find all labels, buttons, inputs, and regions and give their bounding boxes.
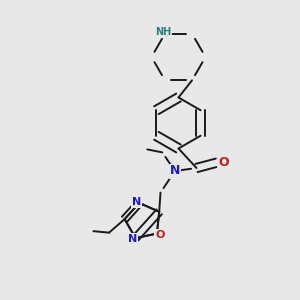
Text: N: N	[170, 164, 180, 178]
Text: N: N	[132, 197, 141, 207]
Text: O: O	[218, 156, 229, 169]
Text: O: O	[155, 230, 165, 240]
Text: N: N	[128, 234, 137, 244]
Text: NH: NH	[155, 27, 172, 37]
